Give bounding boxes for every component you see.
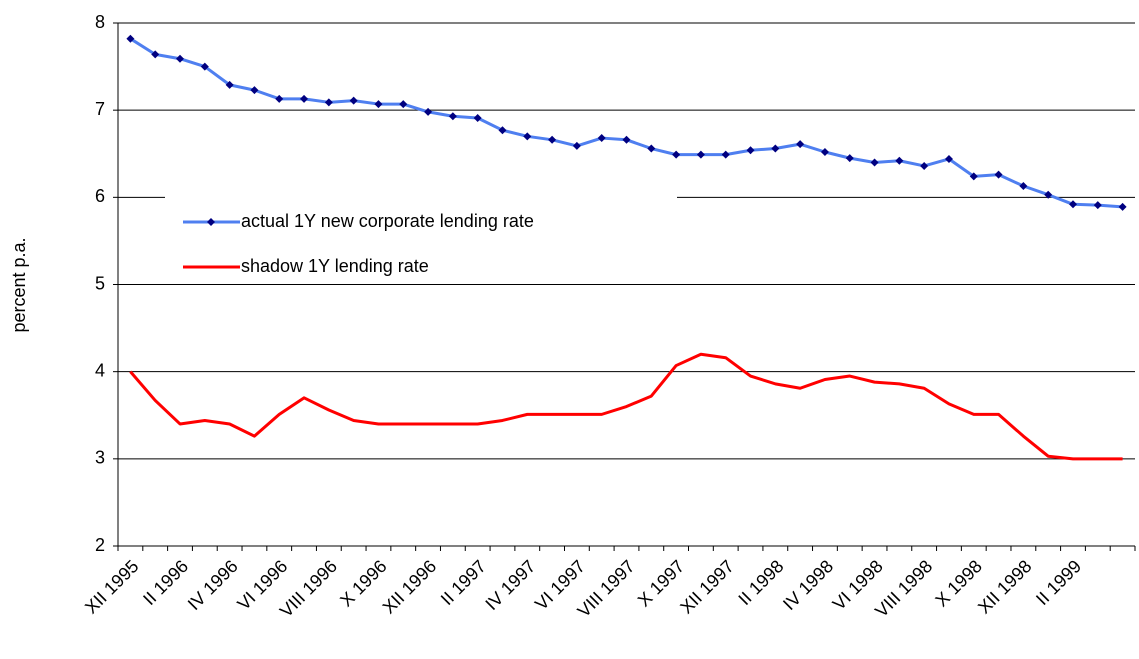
legend-label: shadow 1Y lending rate (241, 256, 429, 276)
data-point (572, 141, 581, 150)
data-point (721, 150, 730, 159)
x-tick-label: XII 1995 (81, 556, 143, 618)
x-tick-label: XII 1998 (974, 556, 1036, 618)
data-point (176, 54, 185, 63)
x-tick-label: IV 1997 (481, 556, 539, 614)
y-tick-label: 3 (95, 448, 105, 468)
data-point (820, 148, 829, 157)
y-tick-label: 8 (95, 12, 105, 32)
data-point (647, 144, 656, 153)
data-point (523, 132, 532, 141)
data-point (597, 134, 606, 143)
data-point (845, 154, 854, 163)
x-tick-label: II 1999 (1032, 556, 1085, 609)
data-point (250, 86, 259, 95)
data-point (696, 150, 705, 159)
data-point (225, 80, 234, 89)
y-tick-label: 4 (95, 360, 105, 380)
data-point (944, 154, 953, 163)
x-tick-label: IV 1998 (779, 556, 837, 614)
legend-marker (207, 218, 215, 226)
data-point (275, 94, 284, 103)
data-point (473, 114, 482, 123)
x-tick-label: IV 1996 (184, 556, 242, 614)
y-tick-label: 5 (95, 273, 105, 293)
y-tick-label: 2 (95, 535, 105, 555)
data-point (1044, 190, 1053, 199)
data-point (300, 94, 309, 103)
data-point (200, 62, 209, 71)
data-point (796, 140, 805, 149)
data-point (374, 100, 383, 109)
legend-box (165, 172, 677, 284)
data-point (548, 135, 557, 144)
legend: actual 1Y new corporate lending rate shad… (165, 172, 677, 284)
data-point (969, 172, 978, 181)
data-point (424, 107, 433, 116)
data-point (895, 156, 904, 165)
data-point (324, 98, 333, 107)
data-point (1093, 201, 1102, 210)
data-point (870, 158, 879, 167)
series-line (129, 352, 1123, 461)
y-tick-label: 7 (95, 99, 105, 119)
data-point (622, 135, 631, 144)
data-point (1068, 200, 1077, 209)
data-point (994, 170, 1003, 179)
data-point (349, 96, 358, 105)
data-point (1019, 182, 1028, 191)
data-point (920, 161, 929, 170)
x-tick-label: XII 1996 (379, 556, 441, 618)
y-axis-label: percent p.a. (9, 237, 29, 332)
data-point (126, 34, 135, 43)
data-point (399, 100, 408, 109)
data-point (448, 112, 457, 121)
data-point (672, 150, 681, 159)
data-point (771, 144, 780, 153)
x-tick-label: XII 1997 (676, 556, 738, 618)
legend-label: actual 1Y new corporate lending rate (241, 211, 534, 231)
y-tick-label: 6 (95, 186, 105, 206)
data-point (151, 50, 160, 59)
data-point (1118, 202, 1127, 211)
data-point (498, 126, 507, 135)
data-point (746, 146, 755, 155)
